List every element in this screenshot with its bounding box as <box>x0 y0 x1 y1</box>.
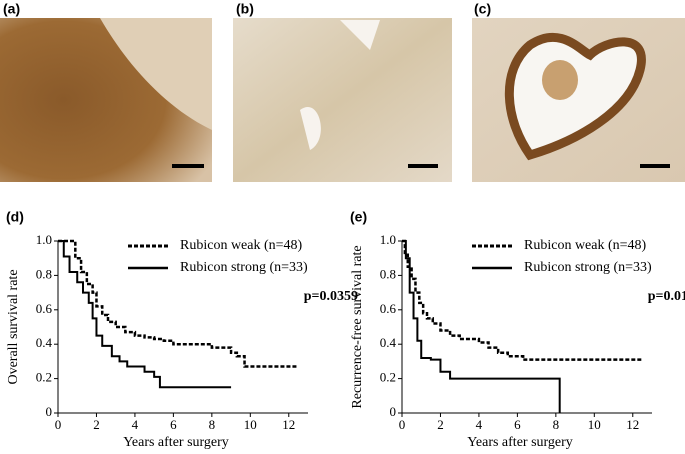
y-tick-label: 0 <box>46 404 53 419</box>
x-tick-label: 10 <box>588 417 601 432</box>
chart-title: (d) <box>6 209 24 225</box>
survival-curve <box>58 239 299 368</box>
x-tick-label: 4 <box>132 417 139 432</box>
legend-label: Rubicon strong (n=33) <box>524 260 652 275</box>
micrograph-b <box>233 18 452 182</box>
x-tick-label: 8 <box>553 417 560 432</box>
x-tick-label: 6 <box>514 417 521 432</box>
x-tick-label: 2 <box>437 417 444 432</box>
y-tick-label: 0 <box>390 404 397 419</box>
panel-label: (b) <box>236 1 254 17</box>
y-tick-label: 0.2 <box>380 370 396 385</box>
y-tick-label: 0.8 <box>380 266 396 281</box>
survival-curve <box>58 240 232 389</box>
legend-label: Rubicon weak (n=48) <box>524 238 647 253</box>
y-tick-label: 0.4 <box>36 335 53 350</box>
legend-label: Rubicon strong (n=33) <box>180 260 308 275</box>
y-tick-label: 0.6 <box>380 301 397 316</box>
x-tick-label: 2 <box>93 417 100 432</box>
panel-label: (a) <box>3 1 20 17</box>
y-axis-label: Recurrence-free survival rate <box>350 245 365 408</box>
annotation: p=0.0359 <box>304 289 358 304</box>
x-tick-label: 4 <box>476 417 483 432</box>
y-tick-label: 0.4 <box>380 335 397 350</box>
x-axis-label: Years after surgery <box>123 435 229 450</box>
x-tick-label: 8 <box>209 417 216 432</box>
y-tick-label: 1.0 <box>380 232 396 247</box>
x-axis-label: Years after surgery <box>467 435 573 450</box>
micrograph-c <box>472 18 685 182</box>
panel-label: (c) <box>474 1 491 17</box>
y-axis-label: Overall survival rate <box>6 269 21 384</box>
legend-label: Rubicon weak (n=48) <box>180 238 303 253</box>
chart-title: (e) <box>350 209 367 225</box>
x-tick-label: 6 <box>170 417 177 432</box>
y-tick-label: 0.6 <box>36 301 53 316</box>
x-tick-label: 12 <box>282 417 295 432</box>
x-tick-label: 12 <box>626 417 639 432</box>
survival-curve <box>402 240 561 413</box>
y-tick-label: 1.0 <box>36 232 52 247</box>
x-tick-label: 0 <box>399 417 406 432</box>
x-tick-label: 10 <box>244 417 257 432</box>
annotation: p=0.0146 <box>648 289 685 304</box>
y-tick-label: 0.2 <box>36 370 52 385</box>
survival-curve <box>402 239 643 361</box>
micrograph-a <box>0 18 212 182</box>
y-tick-label: 0.8 <box>36 266 52 281</box>
x-tick-label: 0 <box>55 417 62 432</box>
